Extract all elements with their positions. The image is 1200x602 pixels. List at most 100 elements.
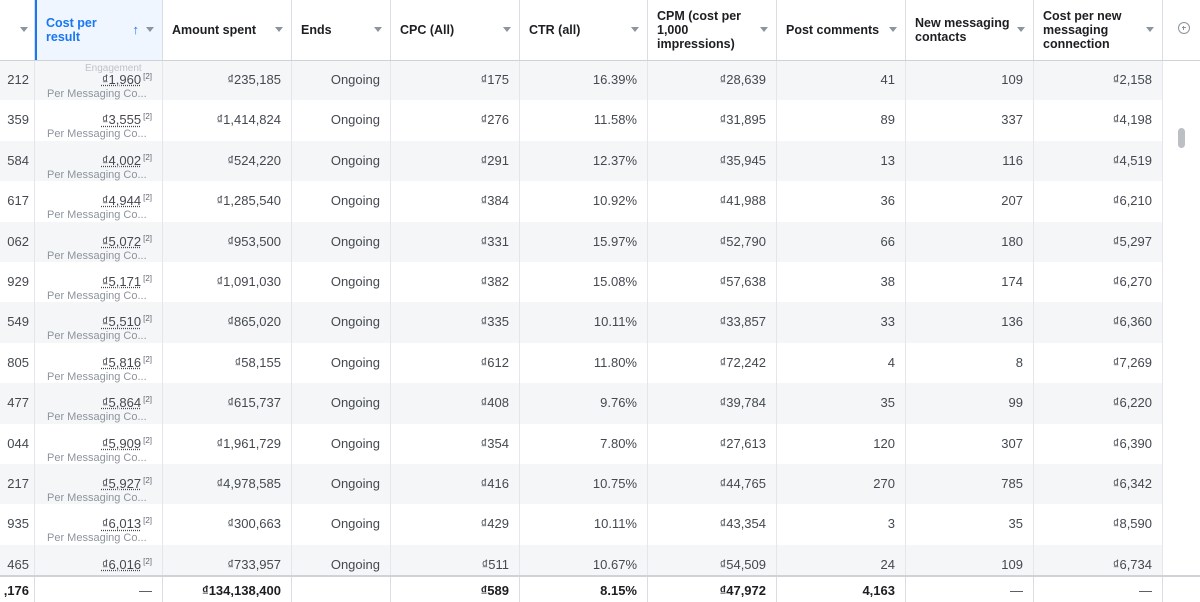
attribution-badge[interactable]: [2] [143,314,152,324]
cpc-value: ₫354 [480,435,509,451]
column-header-cpc[interactable]: CPC (All) [391,0,520,60]
ctr-cell: 15.97% [520,221,648,262]
add-column-icon[interactable] [1178,22,1190,34]
cost-per-new-messaging-connection-value: ₫4,198 [1112,112,1152,128]
attribution-badge[interactable]: [2] [143,72,152,81]
table-row[interactable]: 584 ₫4,002 [2] Per Messaging Co... ₫524,220 O… [0,140,1163,182]
attribution-badge[interactable]: [2] [143,395,152,405]
cost-per-result-amount[interactable]: ₫1,960 [101,72,142,87]
cost-per-result-value[interactable]: ₫5,171 [2] [102,274,152,289]
cost-per-result-amount[interactable]: ₫5,510 [101,314,142,330]
new-messaging-contacts-value: 174 [1001,274,1023,289]
chevron-down-icon[interactable] [503,27,511,32]
attribution-badge[interactable]: [2] [143,354,152,364]
new-messaging-contacts-value: 337 [1001,112,1023,128]
amount-spent-value: ₫300,663 [227,516,281,532]
column-header-cpm[interactable]: CPM (cost per 1,000 impressions) [648,0,777,60]
table-row[interactable]: 465 ₫6,016 [2] ₫733,957 Ongoing ₫511 10.67% ₫54… [0,544,1163,575]
cost-per-result-amount[interactable]: ₫5,816 [101,354,142,370]
column-header-ctr[interactable]: CTR (all) [520,0,648,60]
cost-per-new-messaging-connection-value: ₫6,734 [1112,556,1152,572]
table-row[interactable]: 935 ₫6,013 [2] Per Messaging Co... ₫300,663 O… [0,504,1163,545]
new-messaging-contacts-cell: 99 [906,383,1034,424]
table-row[interactable]: 477 ₫5,864 [2] Per Messaging Co... ₫615,737 O… [0,383,1163,424]
cost-per-result-value[interactable]: ₫6,013 [2] [102,516,152,531]
cost-per-result-cell: ₫5,072 [2] Per Messaging Co... [35,221,163,262]
cpm-cell: ₫39,784 [648,383,777,424]
cost-per-result-value[interactable]: ₫5,927 [2] [102,476,152,491]
cost-per-result-value[interactable]: ₫5,909 [2] [102,436,152,451]
cost-per-result-amount[interactable]: ₫5,927 [101,476,142,491]
attribution-badge[interactable]: [2] [143,233,152,243]
chevron-down-icon[interactable] [631,27,639,32]
column-header-new-messaging-contacts[interactable]: New messaging contacts [906,0,1034,60]
cost-per-result-amount[interactable]: ₫3,555 [101,112,142,128]
column-header-ends[interactable]: Ends [292,0,391,60]
cost-per-result-value[interactable]: ₫5,072 [2] [102,234,152,249]
attribution-badge[interactable]: [2] [143,435,152,445]
attribution-badge[interactable]: [2] [143,476,152,485]
cost-per-new-messaging-connection-value: ₫6,390 [1112,435,1152,451]
chevron-down-icon[interactable] [1146,27,1154,32]
cost-per-result-value[interactable]: ₫6,016 [2] [102,557,152,572]
table-row[interactable]: 929 ₫5,171 [2] Per Messaging Co... ₫1,091,03… [0,262,1163,303]
cost-per-new-messaging-connection-cell: ₫6,390 [1034,423,1163,464]
cost-per-result-value[interactable]: ₫5,864 [2] [102,395,152,410]
chevron-down-icon[interactable] [889,27,897,32]
cost-per-result-amount[interactable]: ₫5,171 [101,274,142,289]
attribution-badge[interactable]: [2] [143,152,152,162]
column-header-results[interactable] [0,0,35,60]
cost-per-result-value[interactable]: ₫4,944 [2] [102,193,152,208]
cost-per-result-amount[interactable]: ₫5,072 [101,233,142,249]
column-header-amount-spent[interactable]: Amount spent [163,0,292,60]
column-header-cost-per-result[interactable]: Cost per result ↑ [35,0,163,60]
total-cpm: ₫47,972 [719,583,766,598]
cost-per-result-amount[interactable]: ₫5,864 [101,395,142,411]
post-comments-value: 3 [887,516,895,532]
vertical-scrollbar[interactable] [1178,128,1185,148]
cpm-value: ₫39,784 [719,395,766,411]
attribution-badge[interactable]: [2] [143,193,152,203]
table-row[interactable]: 805 ₫5,816 [2] Per Messaging Co... ₫58,155 On… [0,342,1163,384]
chevron-down-icon[interactable] [20,27,28,32]
cpm-value: ₫33,857 [719,314,766,330]
chevron-down-icon[interactable] [275,27,283,32]
attribution-badge[interactable]: [2] [143,112,152,122]
cost-per-result-value[interactable]: ₫1,960 [2] [102,72,152,87]
column-label: New messaging contacts [915,16,1010,44]
cost-per-result-value[interactable]: ₫5,510 [2] [102,314,152,329]
cost-per-result-amount[interactable]: ₫4,944 [101,193,142,209]
attribution-badge[interactable]: [2] [143,516,152,526]
chevron-down-icon[interactable] [146,27,154,32]
new-messaging-contacts-cell: 136 [906,302,1034,343]
cpm-cell: ₫35,945 [648,140,777,182]
cpc-value: ₫382 [480,274,509,289]
results-value: 935 [7,516,29,532]
table-row[interactable]: 212Per Post Engagement₫1,960[2]Per Messa… [0,60,1163,101]
cost-per-result-amount[interactable]: ₫5,909 [101,435,142,451]
amount-spent-cell: ₫733,957 [163,544,292,575]
result-type-label: Per Messaging Co... [47,290,147,302]
attribution-badge[interactable]: [2] [143,556,152,566]
cost-per-result-amount[interactable]: ₫6,016 [101,556,142,572]
cost-per-result-value[interactable]: ₫5,816 [2] [102,355,152,370]
chevron-down-icon[interactable] [1017,27,1025,32]
table-row[interactable]: 549 ₫5,510 [2] Per Messaging Co... ₫865,020 O… [0,302,1163,343]
table-row[interactable]: 044 ₫5,909 [2] Per Messaging Co... ₫1,961,72… [0,423,1163,464]
sort-ascending-icon[interactable]: ↑ [132,22,140,37]
table-row[interactable]: 217 ₫5,927 [2] Per Messaging Co... ₫4,978,58… [0,464,1163,505]
column-header-cost-per-new-messaging-connection[interactable]: Cost per new messaging connection [1034,0,1163,60]
cost-per-result-amount[interactable]: ₫4,002 [101,152,142,168]
table-row[interactable]: 062 ₫5,072 [2] Per Messaging Co... ₫953,500 O… [0,221,1163,262]
table-row[interactable]: 617 ₫4,944 [2] Per Messaging Co... ₫1,285,54… [0,181,1163,222]
cost-per-result-value[interactable]: ₫4,002 [2] [102,153,152,168]
ends-cell: Ongoing [292,544,391,575]
chevron-down-icon[interactable] [374,27,382,32]
cost-per-new-messaging-connection-cell: ₫6,734 [1034,544,1163,575]
chevron-down-icon[interactable] [760,27,768,32]
cost-per-result-amount[interactable]: ₫6,013 [101,516,142,532]
cost-per-result-value[interactable]: ₫3,555 [2] [102,112,152,127]
column-header-post-comments[interactable]: Post comments [777,0,906,60]
attribution-badge[interactable]: [2] [143,274,152,283]
table-row[interactable]: 359 ₫3,555 [2] Per Messaging Co... ₫1,414,82… [0,100,1163,141]
